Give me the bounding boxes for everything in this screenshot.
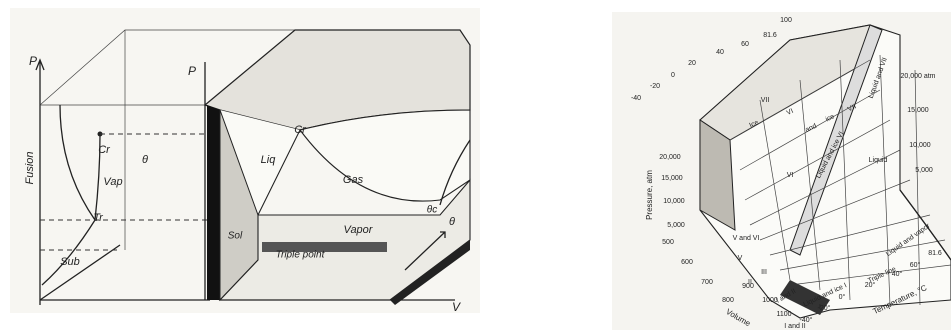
- region-labels: Liquid: [869, 157, 888, 164]
- region-labels: I: [819, 304, 821, 311]
- temperature-ticks-top: 0: [671, 72, 675, 79]
- left-label: Tr: [93, 212, 104, 224]
- pressure-ticks-right: 5,000: [915, 167, 933, 174]
- volume-ticks: 700: [701, 279, 713, 286]
- pressure-ticks-left: 20,000: [659, 154, 681, 161]
- pressure-ticks-right: 20,000 atm: [900, 73, 935, 80]
- pressure-ticks-right: 15,000: [907, 107, 929, 114]
- volume-ticks: 600: [681, 259, 693, 266]
- pressure-ticks-right: 10,000: [909, 142, 931, 149]
- pressure-ticks-left: 10,000: [663, 198, 685, 205]
- left-label: V: [452, 300, 461, 314]
- volume-ticks: 1100: [776, 311, 791, 318]
- region-labels: I and II: [784, 323, 805, 330]
- region-labels: V: [738, 255, 743, 262]
- pressure-ticks-left: 15,000: [661, 175, 683, 182]
- left-label: θ: [142, 154, 148, 166]
- temperature-ticks-top: -40: [631, 95, 641, 102]
- left-label: P: [188, 64, 196, 78]
- pressure-ticks-left: 5,000: [667, 222, 685, 229]
- left-label: Sub: [60, 256, 80, 268]
- temperature-ticks-top: 40: [716, 49, 724, 56]
- left-label: θc: [427, 205, 437, 216]
- region-labels: II: [748, 279, 752, 286]
- left-label: Gas: [343, 174, 364, 186]
- region-labels: VI: [787, 172, 794, 179]
- volume-ticks: 800: [722, 297, 734, 304]
- left-label: Cr: [98, 144, 111, 156]
- temperature-ticks-top: 60: [741, 41, 749, 48]
- left-label: Vap: [103, 176, 122, 188]
- left-label: Sol: [228, 231, 243, 242]
- temperature-ticks-bottom: 0°: [839, 293, 846, 301]
- left-label: P: [29, 54, 37, 68]
- left-label: θ: [449, 216, 455, 228]
- region-labels: VII: [761, 97, 770, 104]
- temperature-ticks-bottom: 60°: [910, 261, 921, 269]
- left-label: Liq: [261, 154, 277, 166]
- temperature-ticks-top: 81.6: [763, 32, 777, 39]
- temperature-ticks-bottom: 81.6: [928, 250, 942, 257]
- page: P Fusion Vap Cr θ Tr Sub P Liq Cr Gas Sol Vapor θc Tri…: [0, 0, 951, 333]
- pressure-label: Pressure, atm: [645, 170, 654, 220]
- left-figure: [10, 8, 480, 313]
- temperature-ticks-top: 100: [780, 17, 792, 24]
- region-labels: III: [761, 269, 767, 276]
- left-label: Fusion: [24, 151, 36, 184]
- solid-face: [207, 105, 220, 300]
- region-labels: V and VI: [733, 235, 760, 242]
- temperature-ticks-top: -20: [650, 83, 660, 90]
- volume-ticks: 500: [662, 239, 674, 246]
- left-label: Triple point: [276, 250, 326, 261]
- left-label: Vapor: [344, 224, 374, 236]
- temperature-ticks-top: 20: [688, 60, 696, 67]
- right-figure: [612, 12, 951, 330]
- left-label: Cr: [294, 124, 307, 136]
